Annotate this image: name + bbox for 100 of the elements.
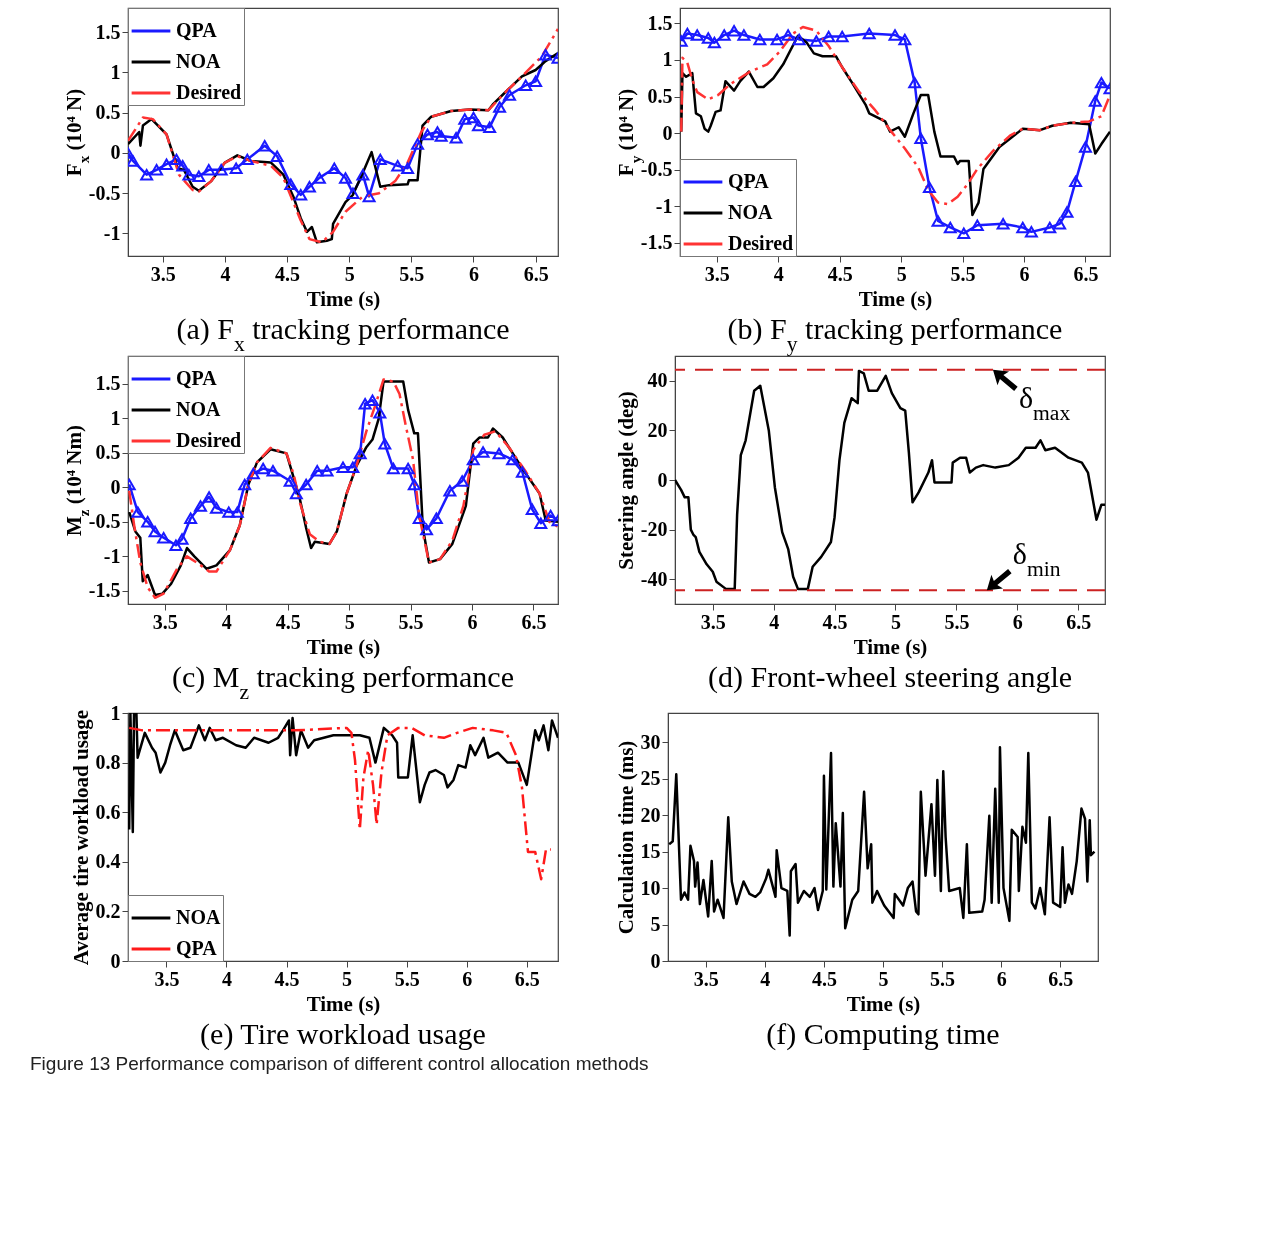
legend-label: NOA [176, 50, 221, 72]
x-tick-label: 4.5 [274, 967, 300, 990]
x-tick-label: 5 [896, 262, 907, 285]
x-tick-label: 3.5 [693, 967, 719, 990]
x-tick-label: 6 [1019, 262, 1030, 285]
x-tick-label: 3.5 [152, 610, 178, 633]
y-axis-title: Steering angle (deg) [613, 391, 638, 570]
y-tick-label: 1 [110, 701, 121, 724]
point [471, 119, 485, 132]
point [1053, 218, 1067, 230]
x-tick-label: 3.5 [704, 262, 730, 285]
point [299, 478, 313, 491]
point [914, 132, 928, 144]
point [270, 150, 284, 162]
point [1060, 206, 1074, 218]
point [476, 446, 490, 458]
legend-label: NOA [176, 906, 221, 928]
x-tick-label: 6.5 [1048, 967, 1074, 990]
point [1078, 141, 1092, 153]
x-tick-label: 6 [468, 262, 479, 285]
point [434, 130, 448, 142]
point [302, 181, 316, 193]
point [320, 464, 334, 477]
x-tick-label: 5.5 [398, 610, 424, 633]
x-tick-label: 3.5 [150, 262, 176, 285]
y-tick-label: 1 [110, 406, 121, 429]
point [157, 531, 171, 544]
point [466, 453, 480, 466]
point [336, 461, 350, 473]
x-tick-label: 4 [220, 262, 231, 285]
point [175, 533, 189, 545]
point [246, 467, 260, 480]
point [176, 160, 190, 172]
y-tick-label: 0.6 [95, 800, 121, 823]
x-tick-label: 6 [996, 967, 1007, 990]
y-tick-label: -0.5 [88, 181, 121, 204]
y-tick-label: 5 [650, 913, 661, 936]
point [378, 437, 392, 450]
y-tick-label: 0.4 [95, 850, 121, 873]
y-tick-label: 0 [662, 121, 673, 144]
point [256, 462, 270, 475]
point [184, 512, 198, 525]
point [1043, 221, 1057, 234]
x-tick-label: 4.5 [811, 967, 837, 990]
point [412, 512, 426, 525]
point [717, 29, 731, 41]
y-tick-label: 0.8 [95, 751, 121, 774]
point [506, 453, 520, 466]
point [781, 29, 795, 41]
point [931, 215, 945, 227]
x-tick-label: 4 [760, 967, 771, 990]
point [258, 139, 272, 152]
point [492, 447, 506, 460]
point [391, 160, 405, 172]
point [862, 27, 876, 40]
point [429, 512, 443, 525]
point [922, 181, 936, 193]
point [194, 500, 207, 512]
y-tick-label: 25 [640, 767, 661, 790]
text: (b) F$_{y}$ tracking performance [727, 312, 1063, 356]
point [283, 475, 297, 487]
point [150, 164, 164, 176]
y-tick-label: 20 [647, 418, 668, 441]
y-tick-label: 0 [657, 468, 668, 491]
y-tick-label: -40 [640, 567, 668, 590]
point [238, 478, 252, 491]
y-tick-label: 1 [110, 60, 121, 83]
y-tick-label: 15 [640, 840, 661, 863]
y-tick-label: 10 [640, 876, 661, 899]
y-tick-label: 0 [110, 141, 121, 164]
point [202, 491, 216, 503]
point [366, 394, 379, 406]
y-tick-label: -1 [655, 194, 673, 217]
point [230, 506, 244, 518]
legend-label: QPA [176, 19, 218, 41]
y-tick-label: 0 [110, 475, 121, 498]
x-tick-label: 6.5 [523, 262, 549, 285]
point [362, 190, 376, 203]
text: (d) Front-wheel steering angle [707, 660, 1073, 694]
x-tick-label: 4 [769, 610, 780, 633]
y-tick-label: 30 [640, 730, 661, 753]
legend-label: Desired [176, 429, 242, 451]
point [128, 155, 140, 167]
point [792, 33, 806, 46]
point [312, 172, 326, 184]
x-tick-label: 5.5 [950, 262, 976, 285]
point [386, 462, 400, 475]
point [294, 189, 308, 201]
point [1016, 221, 1030, 234]
point [534, 517, 548, 529]
point [898, 33, 912, 46]
point [229, 162, 243, 174]
line-series [128, 713, 558, 834]
point [458, 113, 472, 125]
x-tick-label: 6 [467, 610, 478, 633]
x-tick-label: 3.5 [700, 610, 726, 633]
point [284, 178, 298, 191]
point [753, 33, 767, 46]
x-axis-title: Time (s) [853, 634, 928, 659]
point [160, 158, 173, 170]
